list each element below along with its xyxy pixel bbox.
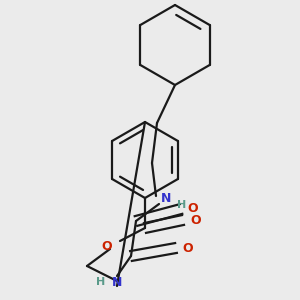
Text: O: O [191, 214, 201, 226]
Text: H: H [96, 277, 106, 287]
Text: O: O [188, 202, 198, 215]
Text: O: O [183, 242, 193, 254]
Text: N: N [112, 275, 122, 289]
Text: N: N [161, 193, 171, 206]
Text: O: O [102, 239, 112, 253]
Text: H: H [177, 200, 187, 210]
